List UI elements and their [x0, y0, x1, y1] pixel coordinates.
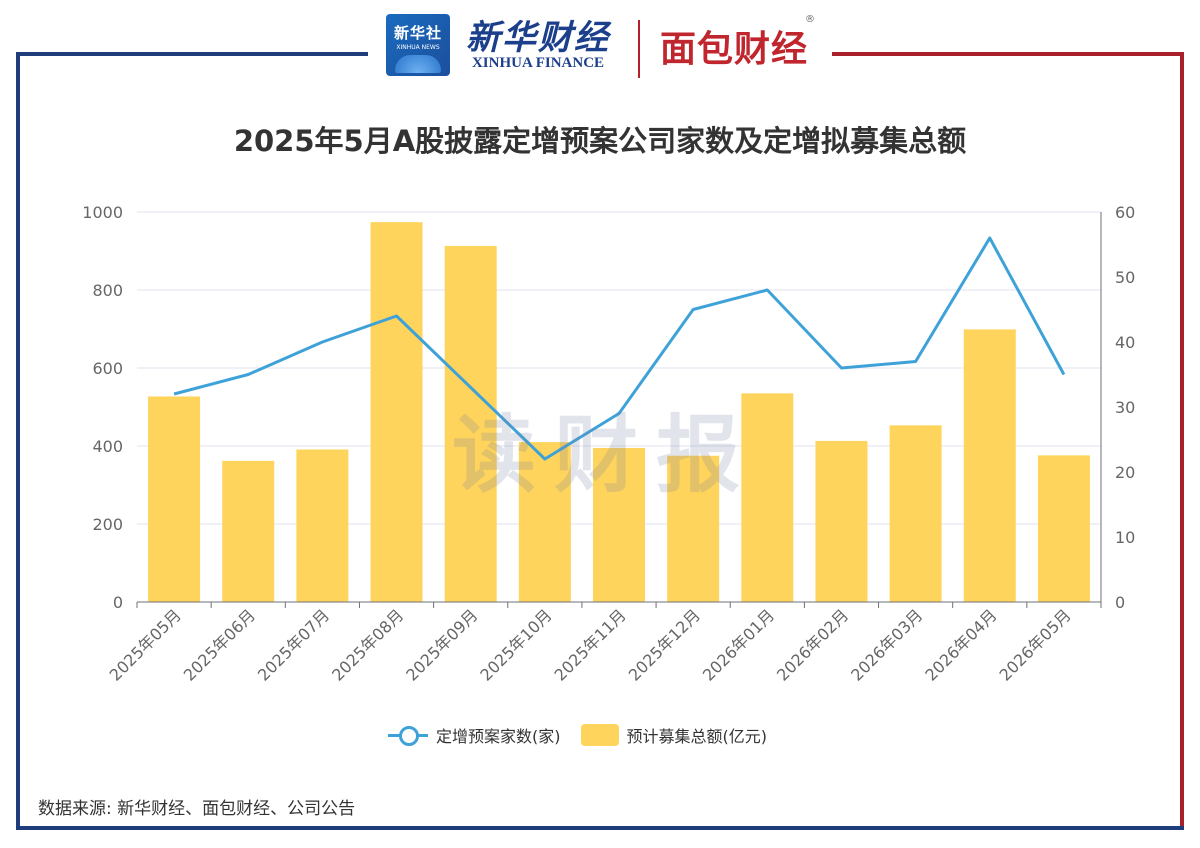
left-tick-label: 1000 — [82, 203, 123, 222]
brand2-text: 面包财经 — [660, 29, 809, 70]
category-label: 2025年12月 — [625, 605, 704, 684]
bar — [370, 222, 423, 602]
frame-right — [1180, 52, 1184, 830]
category-label: 2026年01月 — [699, 605, 778, 684]
legend-bar-swatch — [580, 724, 619, 746]
logo-xinhua-en: XINHUA NEWS — [396, 44, 440, 51]
frame-top-right — [832, 52, 1184, 56]
category-label: 2026年04月 — [921, 605, 1000, 684]
bar — [222, 460, 275, 602]
category-label: 2025年07月 — [254, 605, 333, 684]
bar — [667, 455, 720, 602]
right-tick-label: 40 — [1115, 333, 1135, 352]
category-label: 2025年10月 — [476, 605, 555, 684]
frame-left — [16, 52, 20, 830]
legend-line-swatch — [388, 725, 428, 746]
category-label: 2025年08月 — [328, 605, 407, 684]
bar — [593, 447, 645, 602]
right-tick-label: 20 — [1115, 463, 1135, 482]
logo-separator — [638, 20, 640, 78]
brand-en: XINHUA FINANCE — [471, 55, 605, 71]
category-label: 2025年06月 — [180, 605, 259, 684]
bar — [148, 396, 201, 602]
frame-bottom — [16, 826, 1184, 830]
category-label: 2025年05月 — [106, 605, 185, 684]
mianbao-finance-logo: 面包财经 ® — [660, 14, 815, 72]
category-label: 2026年05月 — [995, 605, 1074, 684]
category-label: 2025年11月 — [551, 605, 630, 684]
right-tick-label: 30 — [1115, 398, 1135, 417]
left-tick-label: 0 — [113, 593, 123, 612]
chart-title: 2025年5月A股披露定增预案公司家数及定增拟募集总额 — [233, 124, 967, 158]
bar — [815, 440, 868, 602]
bar — [741, 393, 794, 602]
legend-item-bar[interactable]: 预计募集总额(亿元) — [580, 723, 768, 747]
right-tick-label: 10 — [1115, 528, 1135, 547]
brand-cn: 新华财经 — [466, 18, 610, 58]
watermark: 读财报 — [452, 405, 759, 504]
right-tick-label: 50 — [1115, 268, 1135, 287]
category-label: 2025年09月 — [402, 605, 481, 684]
left-tick-label: 400 — [92, 437, 123, 456]
right-tick-label: 0 — [1115, 593, 1125, 612]
left-tick-label: 800 — [92, 281, 123, 300]
frame-top-left — [16, 52, 368, 56]
category-label: 2026年02月 — [773, 605, 852, 684]
bar — [444, 245, 497, 602]
source-note: 数据来源: 新华财经、面包财经、公司公告 — [38, 799, 356, 819]
bar — [1037, 455, 1090, 602]
bar — [889, 425, 942, 602]
globe-icon — [395, 55, 441, 73]
legend-item-line[interactable]: 定增预案家数(家) — [388, 723, 561, 747]
legend-bar-label: 预计募集总额(亿元) — [626, 727, 768, 746]
chart-legend: 定增预案家数(家) 预计募集总额(亿元) — [388, 722, 787, 748]
xinhua-finance-logo: 新华财经 XINHUA FINANCE — [463, 10, 613, 72]
left-tick-label: 600 — [92, 359, 123, 378]
logo-xinhua-cn: 新华社 — [393, 24, 442, 42]
left-tick-label: 200 — [92, 515, 123, 534]
right-tick-label: 60 — [1115, 203, 1135, 222]
registered-mark: ® — [805, 14, 817, 25]
bar — [296, 449, 349, 602]
xinhua-news-logo: 新华社 XINHUA NEWS — [386, 14, 450, 76]
bar — [518, 442, 571, 602]
bar — [963, 329, 1016, 602]
legend-line-label: 定增预案家数(家) — [436, 727, 561, 746]
category-label: 2026年03月 — [847, 605, 926, 684]
